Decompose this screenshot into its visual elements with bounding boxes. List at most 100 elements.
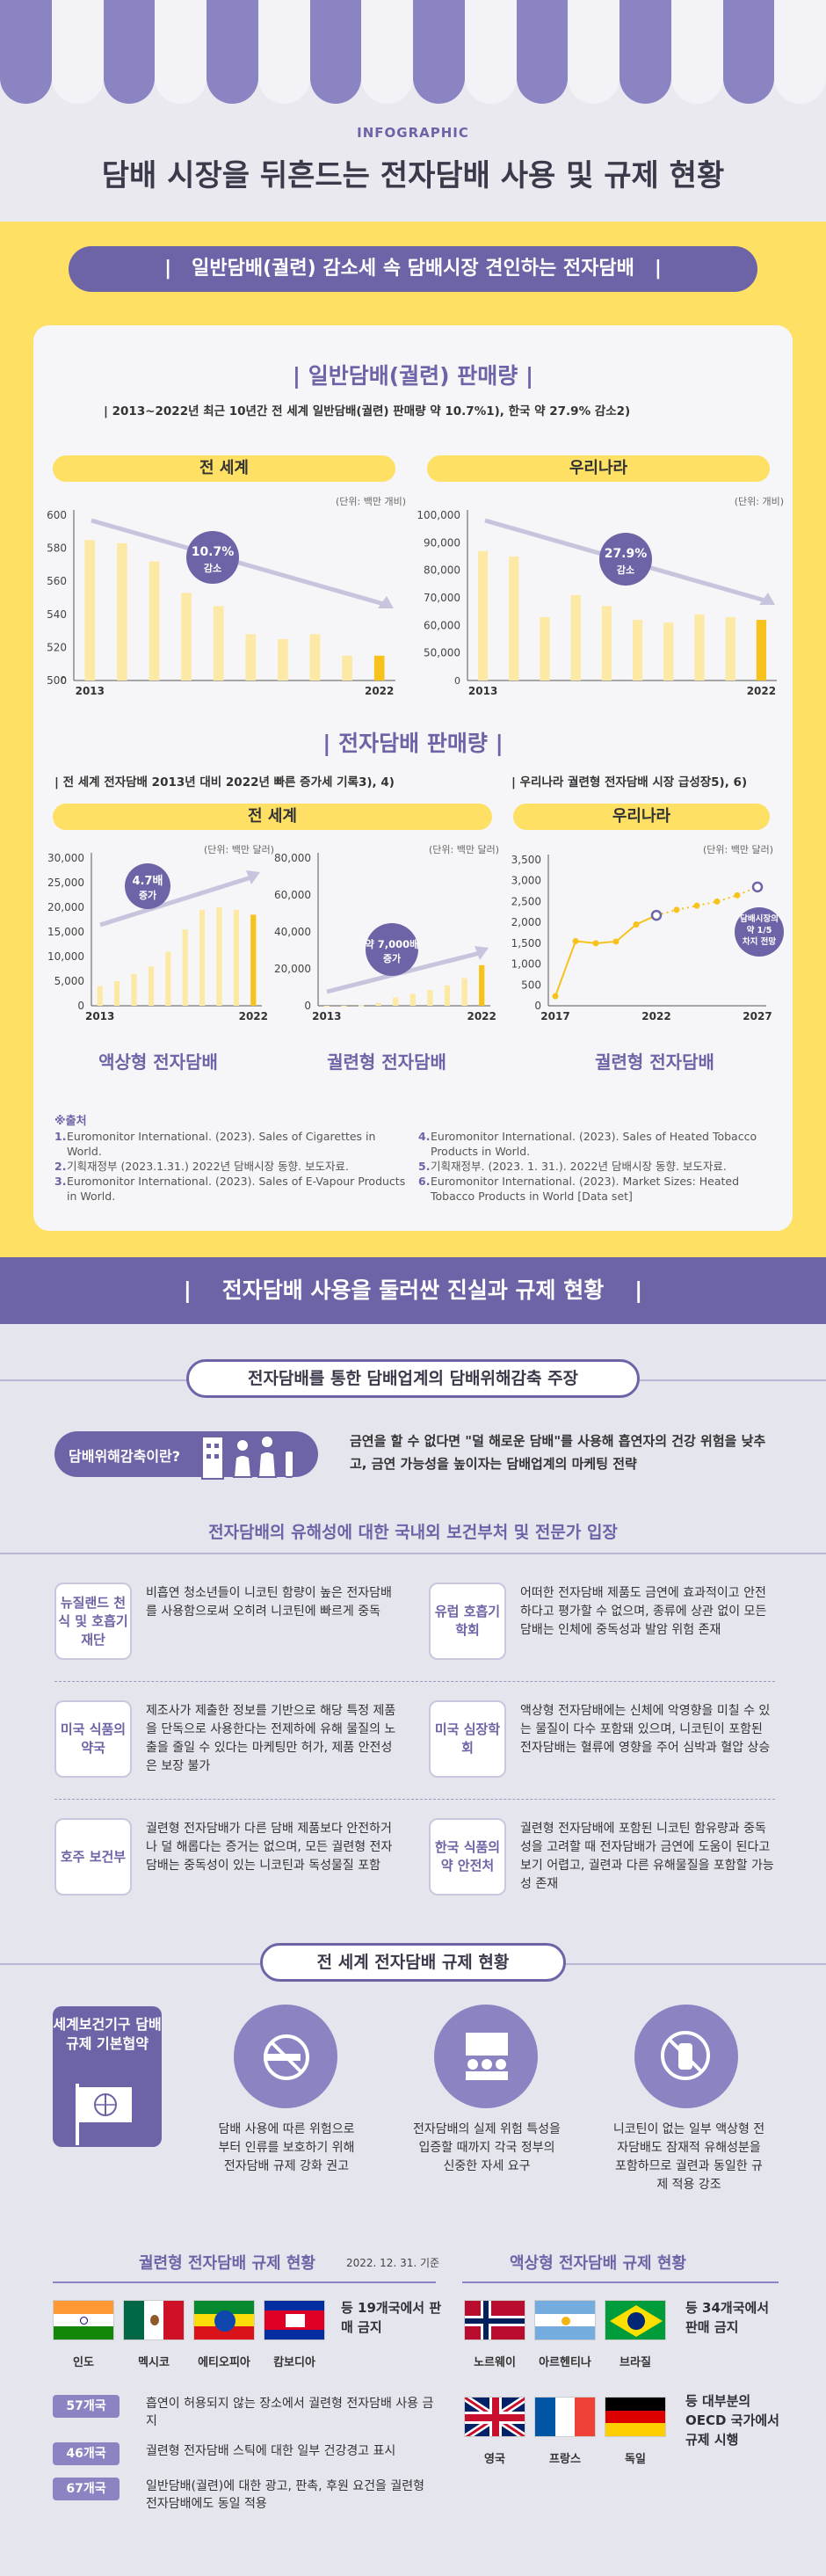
decrease-badge-label: 감소 bbox=[204, 562, 221, 574]
world-label-pill: 전 세계 bbox=[53, 455, 395, 482]
y-tick-label: 80,000 bbox=[424, 564, 460, 577]
x-tick-label: 2022 bbox=[239, 1010, 268, 1022]
awning-scallop bbox=[516, 69, 569, 104]
data-point bbox=[612, 938, 620, 945]
trend-arrow bbox=[99, 875, 252, 928]
bar bbox=[632, 620, 643, 680]
source-number: 1. bbox=[54, 1130, 67, 1143]
banner-bar-right: | bbox=[654, 258, 662, 280]
bar bbox=[278, 639, 288, 680]
bar bbox=[756, 620, 767, 680]
cigarette-ban-symbol-icon bbox=[264, 2034, 309, 2080]
y-tick-label: 20,000 bbox=[47, 901, 84, 913]
y-tick-label: 100,000 bbox=[417, 509, 460, 521]
increase-badge bbox=[125, 863, 170, 909]
x-tick-label: 2022 bbox=[641, 1010, 670, 1022]
awning-decoration bbox=[0, 0, 826, 106]
x-tick-label: 2022 bbox=[467, 1010, 496, 1022]
count-row: 46개국 궐련형 전자담배 스틱에 대한 일부 건강경고 표시 bbox=[53, 2442, 439, 2465]
source-text: 기획재정부 (2023.1.31.) 2022년 담배시장 동향. 보도자료. bbox=[67, 1160, 349, 1173]
count-row: 67개국 일반담배(궐련)에 대한 광고, 판촉, 후원 요건을 궐련형 전자담배… bbox=[53, 2478, 439, 2513]
regulation-title: 전 세계 전자담배 규제 현황 bbox=[260, 1943, 566, 1982]
awning-stripe bbox=[670, 0, 723, 79]
y-tick-label: 500 bbox=[521, 979, 541, 991]
source-number: 5. bbox=[418, 1160, 431, 1173]
awning-scallop bbox=[774, 69, 826, 104]
awning-stripe bbox=[309, 0, 362, 79]
increase-badge-label: 증가 bbox=[139, 889, 156, 901]
awning-stripe bbox=[361, 0, 413, 79]
awning-stripe bbox=[413, 0, 465, 79]
awning-scallop bbox=[51, 69, 104, 104]
header-kicker: INFOGRAPHIC bbox=[357, 125, 469, 141]
source-item: 1. Euromonitor International. (2023). Sal… bbox=[54, 1129, 406, 1159]
sources-title: ※출처 bbox=[54, 1115, 87, 1128]
count-description: 흡연이 허용되지 않는 장소에서 궐련형 전자담배 사용 금지 bbox=[146, 2397, 434, 2428]
awning-scallop bbox=[722, 69, 775, 104]
source-text: Euromonitor International. (2023). Sales… bbox=[431, 1130, 757, 1158]
trend-arrowhead bbox=[759, 593, 775, 605]
bar bbox=[165, 951, 171, 1006]
caption-vape: 액상형 전자담배 bbox=[98, 1052, 218, 1073]
bar bbox=[250, 914, 257, 1006]
source-text: Euromonitor International. (2023). Marke… bbox=[431, 1175, 740, 1203]
org-position-text: 궐련형 전자담배가 다른 담배 제품보다 안전하거나 덜 해롭다는 증거는 없으… bbox=[146, 1822, 393, 1873]
y-tick-label: 0 bbox=[534, 1000, 541, 1012]
org-name: 뉴질랜드 천식 및 호흡기재단 bbox=[54, 1583, 132, 1660]
country-uk: 영국 bbox=[484, 2453, 505, 2466]
heat-counts: 57개국 흡연이 허용되지 않는 장소에서 궐련형 전자담배 사용 금지 46개국 궐… bbox=[53, 2395, 439, 2525]
regulation-item-2: 전자담배의 실제 위험 특성을 입증할 때까지 각국 정부의 신중한 자세 요구 bbox=[413, 2122, 561, 2173]
bar bbox=[245, 634, 257, 680]
forecast-badge-text: 담배시장의 bbox=[740, 913, 779, 924]
world-ecig-label-pill: 전 세계 bbox=[53, 804, 492, 830]
bar bbox=[84, 540, 96, 680]
ecig-note-korea-text: 우리나라 궐련형 전자담배 시장 급성장5), 6) bbox=[519, 775, 748, 790]
bar bbox=[323, 1005, 330, 1007]
bar bbox=[393, 997, 399, 1006]
increase-badge bbox=[366, 923, 418, 976]
chart-vape: (단위: 백만 달러) 0 5,000 10,000 15,000 20,000 25,00… bbox=[47, 844, 274, 1022]
y-tick-label: 50,000 bbox=[424, 647, 460, 659]
section1-banner: | 일반담배(궐련) 감소세 속 담배시장 견인하는 전자담배 | bbox=[69, 246, 757, 292]
heat-reg-title: 궐련형 전자담배 규제 현황 bbox=[139, 2254, 315, 2273]
bar bbox=[358, 1005, 365, 1007]
country-mexico: 멕시코 bbox=[138, 2356, 170, 2369]
regulation-item-1: 담배 사용에 따른 위험으로부터 인류를 보호하기 위해 전자담배 규제 강화 … bbox=[218, 2122, 355, 2173]
bar-left: | bbox=[183, 1277, 192, 1303]
source-item: 2. 기획재정부 (2023.1.31.) 2022년 담배시장 동향. 보도자료… bbox=[54, 1159, 406, 1174]
y-tick-label: 15,000 bbox=[47, 926, 84, 938]
india-flag-icon bbox=[53, 2300, 114, 2340]
argentina-flag-icon bbox=[534, 2300, 596, 2340]
org-position-text: 제조사가 제출한 정보를 기반으로 해당 특정 제품을 단독으로 사용한다는 전… bbox=[146, 1704, 396, 1773]
y-tick-label: 10,000 bbox=[47, 950, 84, 963]
bar-left: | bbox=[292, 363, 308, 389]
brazil-flag-icon bbox=[605, 2300, 666, 2340]
unit-label: (단위: 백만 달러) bbox=[429, 844, 499, 855]
country-argentina: 아르헨티나 bbox=[539, 2356, 591, 2369]
org-name: 한국 식품의약 안전처 bbox=[429, 1818, 506, 1896]
decrease-badge bbox=[599, 533, 652, 586]
bar bbox=[725, 616, 735, 680]
section2-banner-text: 전자담배 사용을 둘러싼 진실과 규제 현황 bbox=[221, 1277, 605, 1303]
country-cambodia: 캄보디아 bbox=[273, 2356, 315, 2369]
bar-right: | bbox=[518, 363, 534, 389]
y-tick-label: 560 bbox=[47, 575, 67, 587]
source-item: 3. Euromonitor International. (2023). Sal… bbox=[54, 1174, 406, 1204]
bar bbox=[309, 634, 321, 680]
series-line bbox=[554, 914, 657, 997]
bar bbox=[540, 616, 550, 680]
org-position-text: 비흡연 청소년들이 니코틴 함량이 높은 전자담배를 사용함으로써 오히려 니코… bbox=[146, 1586, 392, 1619]
bar bbox=[113, 981, 120, 1006]
bar bbox=[509, 557, 519, 680]
data-point bbox=[572, 937, 579, 944]
y-tick-label: 3,000 bbox=[511, 875, 541, 887]
forecast-badge-text: 차지 전망 bbox=[743, 936, 777, 947]
source-item: 4. Euromonitor International. (2023). Sal… bbox=[418, 1129, 779, 1159]
source-item: 5. 기획재정부. (2023. 1. 31.). 2022년 담배시장 동향. … bbox=[418, 1159, 779, 1174]
germany-flag-icon bbox=[605, 2397, 666, 2437]
awning-scallop bbox=[464, 69, 517, 104]
decrease-badge-label: 감소 bbox=[617, 564, 634, 576]
y-tick-label: 600 bbox=[47, 509, 67, 521]
banner-bar-left: | bbox=[164, 258, 172, 280]
y-tick-label: 60,000 bbox=[424, 619, 460, 631]
